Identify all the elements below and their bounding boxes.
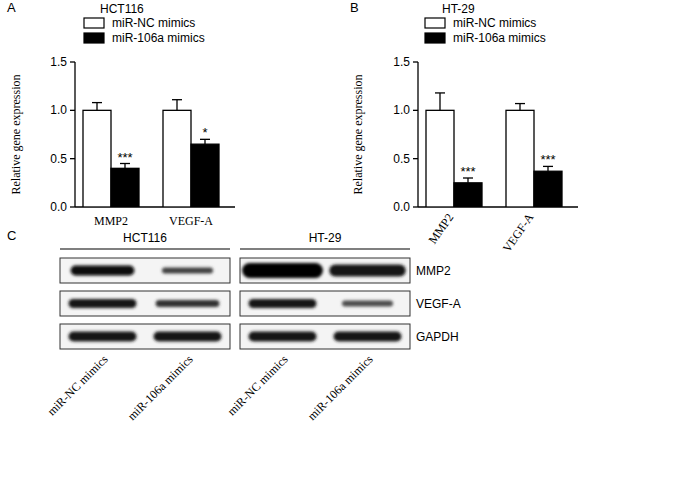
blot-band (329, 265, 406, 277)
legend-swatch (425, 33, 445, 43)
y-tick (70, 158, 75, 159)
y-axis (74, 62, 75, 207)
blot-band (69, 299, 137, 308)
significance: *** (460, 164, 475, 179)
lane-label: miR-106a mimics (305, 352, 376, 423)
significance: *** (540, 152, 555, 167)
group-label: HCT116 (123, 231, 167, 245)
lane-label: miR-NC mimics (224, 352, 290, 418)
bar (426, 110, 454, 207)
error-stem (176, 100, 177, 111)
error-cap (435, 92, 445, 93)
blot-band (69, 332, 137, 342)
blot-strip (240, 258, 410, 283)
protein-label: VEGF-A (416, 297, 461, 311)
bar (506, 110, 534, 207)
error-bar (435, 93, 445, 110)
lane-label: miR-NC mimics (44, 352, 110, 418)
y-tick-label: 1.0 (393, 103, 410, 117)
legend-label: miR-106a mimics (453, 31, 546, 45)
legend-label: miR-NC mimics (112, 16, 195, 30)
bar (111, 168, 139, 207)
lane-label: miR-106a mimics (125, 352, 196, 423)
legend-swatch (84, 18, 104, 28)
legend-swatch (425, 18, 445, 28)
significance: *** (117, 150, 132, 165)
bar (534, 171, 562, 207)
blot-band (249, 332, 317, 342)
x-tick-label: VEGF-A (500, 210, 537, 254)
y-tick (70, 61, 75, 62)
blot-band (156, 300, 220, 307)
chart-title: HT-29 (442, 2, 475, 16)
error-bar (515, 104, 525, 111)
group-line (60, 248, 230, 249)
protein-label: MMP2 (416, 264, 451, 278)
error-cap (515, 103, 525, 104)
y-tick (413, 61, 418, 62)
marks (426, 93, 562, 207)
y-tick-label: 1.0 (50, 103, 67, 117)
y-tick-label: 0.0 (50, 200, 67, 214)
blot-band (249, 299, 317, 308)
blot-strip (60, 291, 230, 316)
blot-strip (240, 324, 410, 349)
x-tick-label: MMP2 (94, 214, 128, 228)
blot-band (162, 268, 213, 274)
y-tick-label: 1.5 (393, 55, 410, 69)
x-tick-label: MMP2 (425, 211, 456, 247)
y-tick (70, 206, 75, 207)
group-label: HT-29 (309, 231, 342, 245)
blot-strip (60, 324, 230, 349)
y-tick (70, 110, 75, 111)
legend-swatch (84, 33, 104, 43)
blot-band (71, 266, 135, 276)
legend-label: miR-NC mimics (453, 16, 536, 30)
y-axis (417, 62, 418, 207)
bar (163, 110, 191, 207)
error-cap (172, 99, 182, 100)
panel-letter: A (7, 0, 16, 15)
error-cap (92, 102, 102, 103)
y-tick (413, 110, 418, 111)
group-line (240, 248, 410, 249)
y-tick-label: 1.5 (50, 55, 67, 69)
error-stem (96, 103, 97, 111)
bar (83, 110, 111, 207)
chart-panel: A HCT116 0.0 0.5 1.0 1.5 Relative gene express… (7, 0, 235, 228)
error-stem (439, 93, 440, 110)
blot-strip (60, 258, 230, 283)
chart-title: HCT116 (100, 2, 144, 16)
blot-panel: C HCT116 HT-29 MMP2 VEGF-A GAPDH miR-NC mimics… (7, 228, 461, 423)
panel-letter: B (350, 0, 359, 15)
y-axis-label: Relative gene expression (351, 75, 365, 195)
x-tick-label: VEGF-A (169, 214, 213, 228)
chart-panel: B HT-29 0.0 0.5 1.0 1.5 Relative gene expressi… (350, 0, 578, 255)
y-tick-label: 0.5 (393, 152, 410, 166)
blot-band (342, 301, 393, 307)
bar (191, 144, 219, 207)
legend-label: miR-106a mimics (112, 31, 205, 45)
error-stem (519, 104, 520, 111)
y-axis-label: Relative gene expression (9, 75, 23, 195)
blot-band (242, 263, 323, 278)
blot-band (154, 332, 222, 342)
bar (454, 183, 482, 207)
blot-band (334, 332, 402, 342)
significance: * (202, 125, 207, 140)
y-tick (413, 158, 418, 159)
panel-letter: C (7, 228, 16, 243)
protein-label: GAPDH (416, 330, 459, 344)
error-bar (172, 100, 182, 111)
y-tick-label: 0.5 (50, 152, 67, 166)
marks (83, 100, 219, 207)
y-tick (413, 206, 418, 207)
y-tick-label: 0.0 (393, 200, 410, 214)
error-bar (92, 103, 102, 111)
figure: A HCT116 0.0 0.5 1.0 1.5 Relative gene express… (0, 0, 677, 485)
blot-strip (240, 291, 410, 316)
